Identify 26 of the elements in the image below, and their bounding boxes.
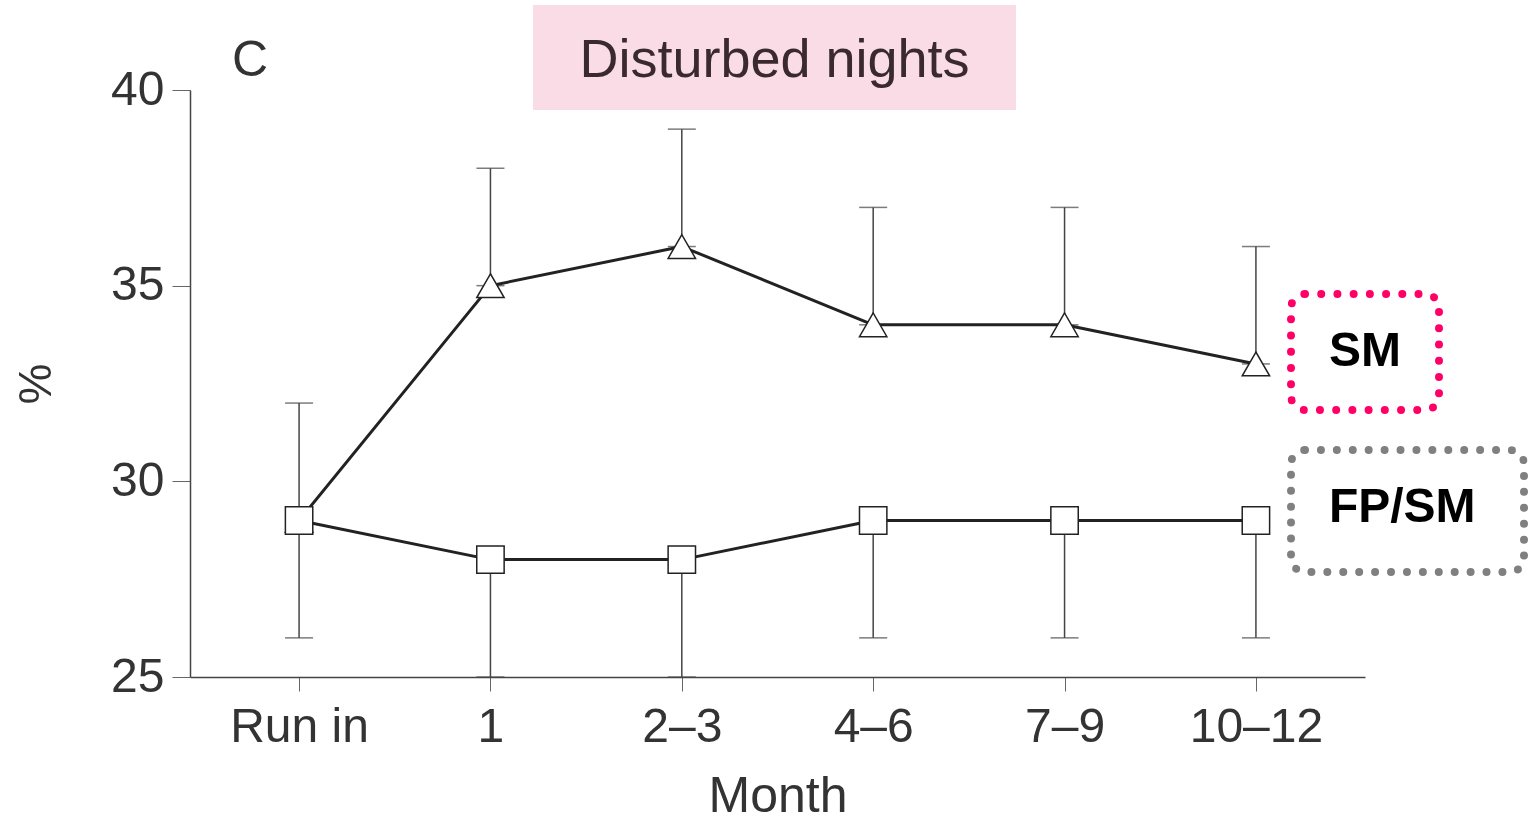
x-tick-label: 1 <box>477 698 505 752</box>
point <box>667 233 697 260</box>
x-axis-title: Month <box>708 766 848 823</box>
chart-title: Disturbed nights <box>533 5 1016 110</box>
point <box>1241 351 1271 377</box>
point <box>476 273 505 299</box>
x-tick-label: 4–6 <box>833 698 914 752</box>
point <box>858 506 888 535</box>
point <box>476 545 505 575</box>
point <box>858 312 888 338</box>
x-tick-label: Run in <box>230 698 369 752</box>
x-tick-label: 10–12 <box>1189 698 1324 752</box>
y-tick-label: 25 <box>111 648 165 702</box>
y-axis-title: % <box>9 363 62 405</box>
y-tick-label: 35 <box>111 257 165 311</box>
series-label: SM <box>1328 322 1401 376</box>
x-tick-label: 7–9 <box>1025 698 1106 752</box>
x-tick-label: 2–3 <box>642 698 723 752</box>
point <box>1050 506 1079 535</box>
y-tick-label: 30 <box>111 452 165 506</box>
y-tick-label: 40 <box>111 61 165 115</box>
point <box>1050 312 1079 338</box>
series-label: FP/SM <box>1328 479 1476 533</box>
text: C <box>232 30 269 88</box>
point <box>667 545 697 575</box>
point <box>1241 506 1271 535</box>
